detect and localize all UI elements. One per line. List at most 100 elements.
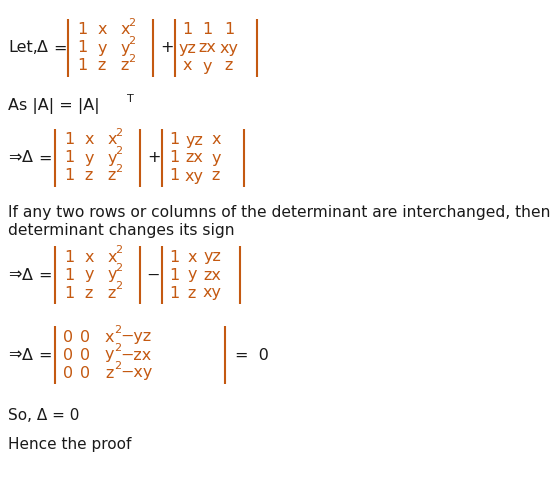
Text: z: z	[212, 168, 220, 183]
Text: +: +	[160, 40, 174, 56]
Text: 0: 0	[63, 365, 73, 381]
Text: y: y	[107, 267, 117, 283]
Text: y: y	[84, 151, 94, 166]
Text: z: z	[188, 286, 196, 300]
Text: 0: 0	[80, 329, 90, 345]
Text: 1: 1	[169, 132, 179, 147]
Text: 2: 2	[116, 281, 122, 291]
Text: 1: 1	[169, 151, 179, 166]
Text: 1: 1	[202, 23, 212, 37]
Text: 1: 1	[64, 286, 74, 300]
Text: 2: 2	[114, 361, 121, 371]
Text: Δ: Δ	[37, 40, 48, 56]
Text: x: x	[84, 250, 94, 264]
Text: −zx: −zx	[120, 348, 152, 362]
Text: 0: 0	[63, 348, 73, 362]
Text: Hence the proof: Hence the proof	[8, 437, 131, 453]
Text: =  0: = 0	[235, 348, 269, 362]
Text: 2: 2	[128, 54, 136, 64]
Text: =: =	[53, 40, 67, 56]
Text: zx: zx	[198, 40, 216, 56]
Text: 1: 1	[169, 250, 179, 264]
Text: +: +	[147, 151, 160, 166]
Text: z: z	[85, 168, 93, 183]
Text: Δ: Δ	[22, 267, 33, 283]
Text: y: y	[107, 151, 117, 166]
Text: If any two rows or columns of the determinant are interchanged, then: If any two rows or columns of the determ…	[8, 205, 550, 220]
Text: Δ: Δ	[22, 348, 33, 362]
Text: yz: yz	[178, 40, 196, 56]
Text: 2: 2	[114, 343, 121, 353]
Text: =: =	[38, 348, 51, 362]
Text: x: x	[107, 132, 117, 147]
Text: 1: 1	[169, 168, 179, 183]
Text: 1: 1	[64, 151, 74, 166]
Text: 2: 2	[116, 263, 122, 273]
Text: −yz: −yz	[120, 329, 152, 345]
Text: zx: zx	[185, 151, 203, 166]
Text: yz: yz	[203, 250, 221, 264]
Text: 1: 1	[77, 23, 87, 37]
Text: T: T	[127, 94, 134, 104]
Text: z: z	[108, 168, 116, 183]
Text: y: y	[84, 267, 94, 283]
Text: −xy: −xy	[120, 365, 153, 381]
Text: zx: zx	[203, 267, 221, 283]
Text: y: y	[105, 348, 115, 362]
Text: 2: 2	[116, 146, 122, 156]
Text: So, Δ = 0: So, Δ = 0	[8, 408, 79, 422]
Text: z: z	[85, 286, 93, 300]
Text: ⇒: ⇒	[8, 151, 21, 166]
Text: y: y	[187, 267, 197, 283]
Text: 2: 2	[128, 36, 136, 46]
Text: x: x	[97, 23, 107, 37]
Text: y: y	[202, 59, 212, 73]
Text: 1: 1	[77, 59, 87, 73]
Text: Δ: Δ	[22, 151, 33, 166]
Text: 1: 1	[64, 132, 74, 147]
Text: 2: 2	[116, 164, 122, 174]
Text: =: =	[38, 151, 51, 166]
Text: determinant changes its sign: determinant changes its sign	[8, 224, 235, 239]
Text: z: z	[108, 286, 116, 300]
Text: 1: 1	[77, 40, 87, 56]
Text: z: z	[121, 59, 129, 73]
Text: Let,: Let,	[8, 40, 38, 56]
Text: 2: 2	[114, 325, 121, 335]
Text: 2: 2	[116, 128, 122, 138]
Text: As |A| = |A|: As |A| = |A|	[8, 98, 100, 114]
Text: 2: 2	[116, 245, 122, 255]
Text: 1: 1	[64, 267, 74, 283]
Text: x: x	[120, 23, 129, 37]
Text: 1: 1	[64, 168, 74, 183]
Text: y: y	[97, 40, 107, 56]
Text: −: −	[146, 267, 159, 283]
Text: z: z	[105, 365, 114, 381]
Text: ⇒: ⇒	[8, 348, 21, 362]
Text: y: y	[211, 151, 221, 166]
Text: x: x	[107, 250, 117, 264]
Text: 1: 1	[182, 23, 192, 37]
Text: x: x	[84, 132, 94, 147]
Text: 1: 1	[169, 267, 179, 283]
Text: 0: 0	[80, 365, 90, 381]
Text: yz: yz	[185, 132, 203, 147]
Text: 1: 1	[64, 250, 74, 264]
Text: x: x	[105, 329, 115, 345]
Text: z: z	[98, 59, 106, 73]
Text: xy: xy	[219, 40, 239, 56]
Text: z: z	[225, 59, 233, 73]
Text: 2: 2	[128, 18, 136, 28]
Text: 0: 0	[63, 329, 73, 345]
Text: xy: xy	[203, 286, 222, 300]
Text: x: x	[182, 59, 192, 73]
Text: ⇒: ⇒	[8, 267, 21, 283]
Text: 1: 1	[169, 286, 179, 300]
Text: y: y	[120, 40, 129, 56]
Text: x: x	[211, 132, 221, 147]
Text: x: x	[187, 250, 197, 264]
Text: xy: xy	[185, 168, 203, 183]
Text: 0: 0	[80, 348, 90, 362]
Text: =: =	[38, 267, 51, 283]
Text: 1: 1	[224, 23, 234, 37]
